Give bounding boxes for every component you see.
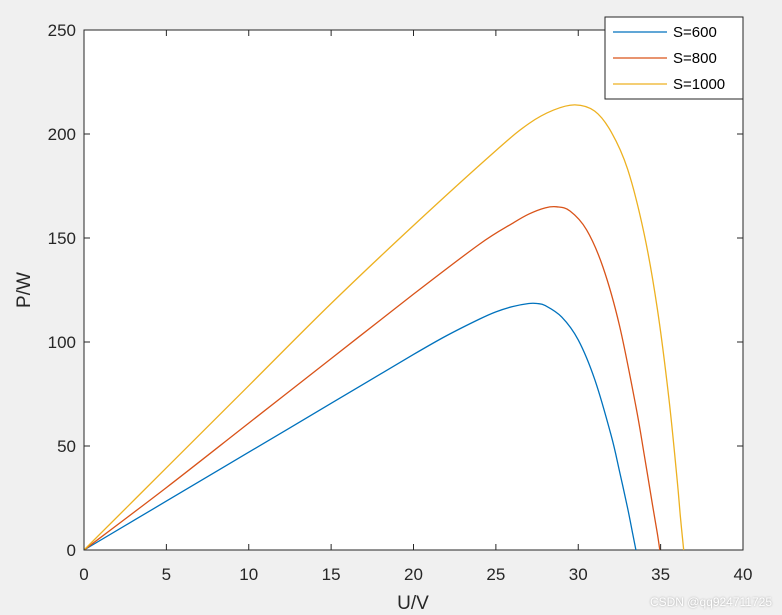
x-tick-label-1: 5 xyxy=(162,565,171,584)
x-axis-label: U/V xyxy=(397,593,429,614)
watermark: CSDN @qq924711725 xyxy=(649,595,772,609)
x-tick-label-6: 30 xyxy=(569,565,588,584)
plot-area xyxy=(83,29,744,551)
x-tick-label-3: 15 xyxy=(322,565,341,584)
x-tick-label-0: 0 xyxy=(79,565,88,584)
y-axis-label: P/W xyxy=(14,272,35,308)
legend-label-0: S=600 xyxy=(673,24,717,41)
y-tick-label-0: 0 xyxy=(67,541,76,560)
series-line-0 xyxy=(83,302,637,551)
curves-group xyxy=(83,104,685,551)
y-tick-label-2: 100 xyxy=(48,333,76,352)
legend-label-2: S=1000 xyxy=(673,76,725,93)
x-tick-label-8: 40 xyxy=(734,565,753,584)
series-line-1 xyxy=(83,205,661,551)
y-tick-label-3: 150 xyxy=(48,229,76,248)
y-tick-label-4: 200 xyxy=(48,125,76,144)
x-tick-label-2: 10 xyxy=(239,565,258,584)
x-tick-label-5: 25 xyxy=(486,565,505,584)
legend: S=600 S=800 S=1000 xyxy=(604,16,744,100)
legend-label-1: S=800 xyxy=(673,50,717,67)
x-tick-label-7: 35 xyxy=(651,565,670,584)
y-tick-label-5: 250 xyxy=(48,21,76,40)
y-tick-label-1: 50 xyxy=(57,437,76,456)
series-line-2 xyxy=(83,104,685,551)
ticks-group: 0 5 10 15 20 25 30 35 40 0 50 100 150 200 250 xyxy=(48,21,753,584)
x-tick-label-4: 20 xyxy=(404,565,423,584)
